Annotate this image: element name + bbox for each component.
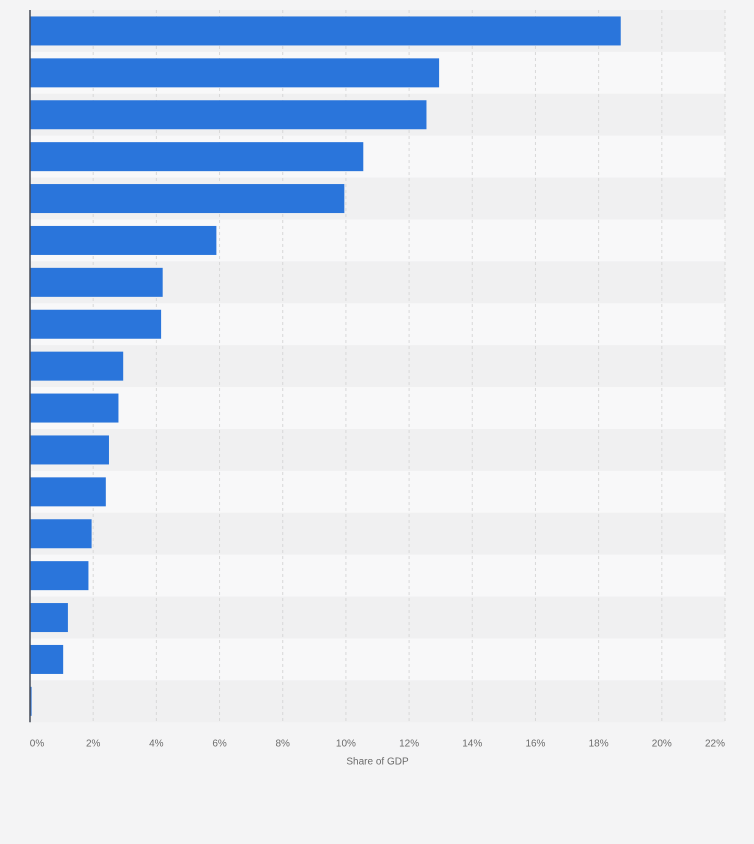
row-band — [30, 429, 725, 471]
bar[interactable] — [30, 184, 345, 214]
x-tick-label: 2% — [86, 738, 101, 749]
bar[interactable] — [30, 142, 364, 172]
bar[interactable] — [30, 225, 217, 255]
bar[interactable] — [30, 644, 64, 674]
x-tick-label: 22% — [705, 738, 725, 749]
bar[interactable] — [30, 309, 162, 339]
x-tick-label: 20% — [652, 738, 672, 749]
bar[interactable] — [30, 686, 32, 716]
x-tick-label: 4% — [149, 738, 164, 749]
row-band — [30, 680, 725, 723]
x-tick-label: 8% — [276, 738, 291, 749]
bars — [30, 16, 621, 716]
bar[interactable] — [30, 435, 109, 465]
x-axis-title: Share of GDP — [346, 756, 409, 767]
row-band — [30, 387, 725, 429]
bar[interactable] — [30, 267, 163, 297]
row-band — [30, 345, 725, 388]
bar[interactable] — [30, 519, 92, 549]
x-tick-label: 0% — [30, 738, 45, 749]
bar[interactable] — [30, 16, 621, 46]
bar[interactable] — [30, 603, 68, 633]
x-tick-label: 12% — [399, 738, 419, 749]
x-tick-label: 6% — [212, 738, 227, 749]
bar[interactable] — [30, 100, 427, 130]
row-band — [30, 596, 725, 639]
bar[interactable] — [30, 561, 89, 591]
x-axis-ticks: 0% 2% 4% 6% 8% 10% 12% 14% 16% 18% 20% 22% — [30, 738, 725, 749]
bar[interactable] — [30, 58, 440, 88]
row-band — [30, 638, 725, 681]
row-band — [30, 554, 725, 597]
row-band — [30, 512, 725, 555]
row-band — [30, 470, 725, 513]
x-tick-label: 16% — [525, 738, 545, 749]
bar[interactable] — [30, 477, 106, 507]
bar[interactable] — [30, 351, 124, 381]
x-tick-label: 18% — [589, 738, 609, 749]
x-tick-label: 14% — [462, 738, 482, 749]
bar[interactable] — [30, 393, 119, 423]
x-tick-label: 10% — [336, 738, 356, 749]
